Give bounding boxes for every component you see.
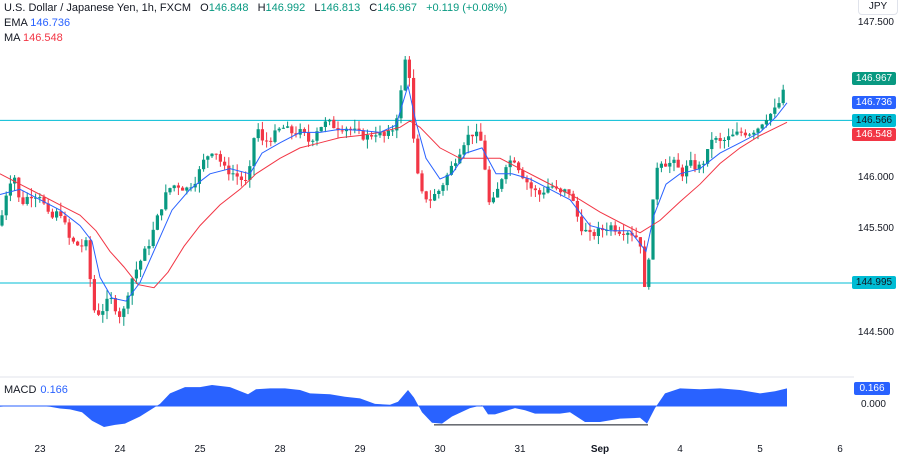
time-tick: 23: [34, 444, 46, 455]
macd-value: 0.166: [40, 384, 68, 396]
time-tick: 6: [837, 444, 843, 455]
time-tick: 25: [194, 444, 206, 455]
time-tick: 29: [354, 444, 366, 455]
low-value: 146.813: [320, 2, 361, 14]
currency-button[interactable]: JPY: [858, 0, 898, 15]
price-tick: 144.500: [857, 327, 894, 338]
horizontal-levels: [0, 119, 854, 284]
macd-zero-tick: 0.000: [860, 399, 886, 410]
support-price-label: 144.995: [852, 276, 896, 289]
time-tick: Sep: [590, 444, 610, 455]
time-tick: 24: [114, 444, 126, 455]
time-tick: 5: [757, 444, 763, 455]
ma-value: 146.548: [22, 32, 63, 44]
change-value: +0.119 (+0.08%): [426, 2, 508, 14]
high-value: 146.992: [265, 2, 306, 14]
ma-legend[interactable]: MA 146.548: [4, 32, 63, 44]
price-tick: 146.000: [857, 172, 894, 183]
ohlc-row: U.S. Dollar / Japanese Yen, 1h, FXCM O14…: [4, 2, 508, 14]
ma-price-label: 146.548: [852, 128, 896, 141]
time-tick: 28: [274, 444, 286, 455]
macd-legend[interactable]: MACD 0.166: [4, 384, 68, 396]
ma-line: [0, 120, 788, 289]
price-tick: 145.500: [857, 223, 894, 234]
price-tick: 147.500: [857, 17, 894, 28]
ema-legend[interactable]: EMA 146.736: [4, 17, 71, 29]
chart-legend: U.S. Dollar / Japanese Yen, 1h, FXCM O14…: [4, 1, 507, 46]
time-tick: 4: [677, 444, 683, 455]
close-value: 146.967: [377, 2, 418, 14]
symbol-title[interactable]: U.S. Dollar / Japanese Yen, 1h, FXCM: [4, 2, 192, 14]
resistance-price-label: 146.566: [852, 114, 896, 127]
candlestick-series: [0, 56, 785, 326]
ema-line: [0, 83, 788, 302]
last-price-label: 146.967: [852, 72, 896, 85]
ema-value: 146.736: [30, 17, 71, 29]
macd-axis-label: 0.166: [854, 382, 890, 395]
open-value: 146.848: [208, 2, 249, 14]
ema-price-label: 146.736: [852, 96, 896, 109]
time-tick: 30: [434, 444, 446, 455]
time-tick: 31: [514, 444, 526, 455]
